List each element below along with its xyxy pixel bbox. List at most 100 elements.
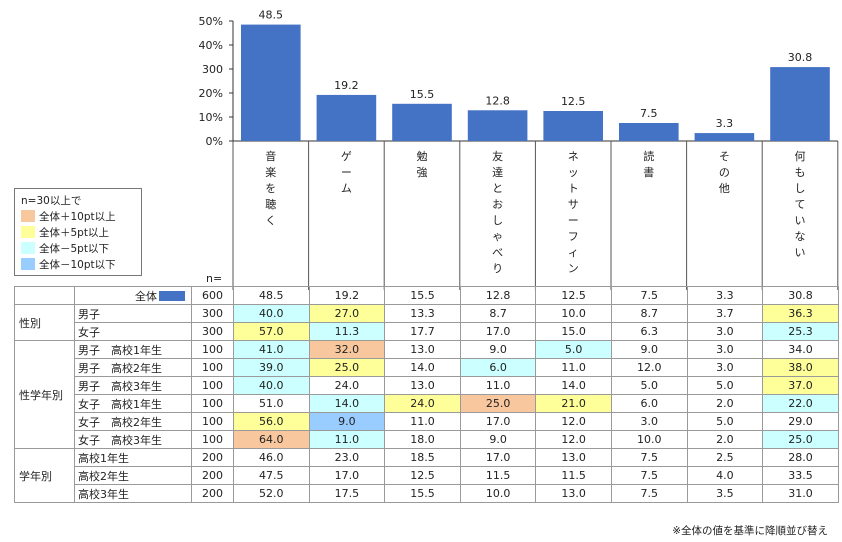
value-cell: 31.0: [762, 484, 839, 503]
n-value: 600: [191, 286, 234, 305]
category-label: ネットサーフィン: [567, 150, 579, 275]
value-cell: 13.0: [535, 448, 612, 467]
table-row: 学年別 高校1年生 200 46.0 23.0 18.5 17.0 13.0 7.5 2.5 28.…: [14, 448, 839, 503]
value-cell: 17.0: [459, 448, 537, 467]
value-cell: 11.0: [308, 430, 386, 449]
value-cell: 22.0: [762, 394, 839, 413]
value-cell: 10.0: [610, 430, 688, 449]
value-cell: 12.0: [535, 430, 612, 449]
value-cell: 7.5: [610, 466, 688, 485]
value-cell: 10.0: [535, 304, 612, 323]
value-cell: 34.0: [762, 340, 839, 359]
value-cell: 56.0: [233, 412, 310, 431]
value-cell: 32.0: [308, 340, 386, 359]
legend-label: 全体＋10pt以上: [39, 210, 116, 223]
value-cell: 3.0: [686, 322, 764, 341]
value-cell: 25.0: [459, 394, 537, 413]
value-cell: 23.0: [308, 448, 386, 467]
category-label: 読書: [643, 150, 655, 179]
value-cell: 12.0: [535, 412, 612, 431]
n-value: 300: [191, 322, 234, 341]
value-cell: 11.0: [459, 376, 537, 395]
value-cell: 9.0: [459, 430, 537, 449]
legend-swatch: [21, 242, 35, 254]
row-label: 女子 高校1年生: [74, 394, 192, 413]
crosstab-table: 全体 600 48.5 19.2 15.5 12.8 12.5 7.5 3.3 30.8 性別 男子 3…: [14, 286, 839, 503]
value-cell: 13.3: [384, 304, 461, 323]
n-value: 200: [191, 448, 234, 467]
n-label: n=: [206, 272, 223, 285]
value-cell: 7.5: [610, 484, 688, 503]
value-cell: 48.5: [233, 286, 310, 305]
value-cell: 28.0: [762, 448, 839, 467]
value-cell: 3.0: [610, 412, 688, 431]
table-row: 男子 高校2年生 100 39.0 25.0 14.0 6.0 11.0 12.0 3.0 38.…: [15, 358, 839, 377]
value-cell: 14.0: [535, 376, 612, 395]
bar: [619, 123, 679, 141]
y-tick-label: 20%: [199, 87, 223, 100]
table-row: 高校2年生 200 47.5 17.0 12.5 11.5 11.5 7.5 4.0 33.5: [15, 466, 839, 485]
legend-label: 全体＋5pt以上: [39, 226, 109, 239]
category-label: その他: [718, 150, 730, 195]
category-label: 勉強: [416, 150, 428, 179]
legend-item: 全体＋10pt以上: [21, 208, 135, 224]
bar-value-label: 7.5: [640, 107, 658, 120]
y-tick-label: 10%: [199, 111, 223, 124]
y-tick-label: 50%: [199, 15, 223, 28]
value-cell: 13.0: [384, 340, 461, 359]
legend-item: 全体－5pt以下: [21, 240, 135, 256]
value-cell: 30.8: [762, 286, 839, 305]
value-cell: 27.0: [308, 304, 386, 323]
value-cell: 29.0: [762, 412, 839, 431]
value-cell: 5.0: [686, 376, 764, 395]
value-cell: 14.0: [308, 394, 386, 413]
bar: [316, 94, 377, 141]
value-cell: 15.0: [535, 322, 612, 341]
value-cell: 38.0: [762, 358, 839, 377]
value-cell: 37.0: [762, 376, 839, 395]
value-cell: 8.7: [610, 304, 688, 323]
value-cell: 17.0: [308, 466, 386, 485]
value-cell: 10.0: [459, 484, 537, 503]
value-cell: 7.5: [610, 448, 688, 467]
value-cell: 19.2: [308, 286, 386, 305]
row-label: 女子 高校2年生: [74, 412, 192, 431]
value-cell: 12.5: [384, 466, 461, 485]
table-row: 性別 男子 300 40.0 27.0 13.3 8.7 10.0 8.7 3.7 36.3: [14, 304, 839, 341]
value-cell: 17.0: [459, 322, 537, 341]
group-cell: [14, 286, 75, 305]
n-value: 100: [191, 376, 234, 395]
value-cell: 24.0: [308, 376, 386, 395]
n-value: 100: [191, 340, 234, 359]
value-cell: 14.0: [384, 358, 461, 377]
value-cell: 17.0: [459, 412, 537, 431]
value-cell: 8.7: [459, 304, 537, 323]
row-label: 男子 高校2年生: [74, 358, 192, 377]
value-cell: 47.5: [233, 466, 310, 485]
legend-swatch: [21, 258, 35, 270]
legend-swatch: [21, 210, 35, 222]
bar: [770, 67, 830, 141]
value-cell: 5.0: [610, 376, 688, 395]
row-label: 男子: [74, 304, 192, 323]
n-value: 300: [191, 304, 234, 323]
value-cell: 40.0: [233, 304, 310, 323]
value-cell: 5.0: [686, 412, 764, 431]
row-label: 高校2年生: [74, 466, 192, 485]
value-cell: 18.0: [384, 430, 461, 449]
value-cell: 12.0: [610, 358, 688, 377]
legend-item: 全体－10pt以下: [21, 256, 135, 272]
value-cell: 25.0: [762, 430, 839, 449]
legend-label: 全体－10pt以下: [39, 258, 116, 271]
value-cell: 3.3: [686, 286, 764, 305]
value-cell: 36.3: [762, 304, 839, 323]
value-cell: 46.0: [233, 448, 310, 467]
value-cell: 9.0: [459, 340, 537, 359]
value-cell: 17.7: [384, 322, 461, 341]
n-value: 200: [191, 484, 234, 503]
bar-value-label: 12.8: [485, 94, 510, 107]
y-tick-label: 300: [202, 63, 223, 76]
value-cell: 12.8: [459, 286, 537, 305]
value-cell: 51.0: [233, 394, 310, 413]
total-bar-swatch: [159, 291, 185, 301]
